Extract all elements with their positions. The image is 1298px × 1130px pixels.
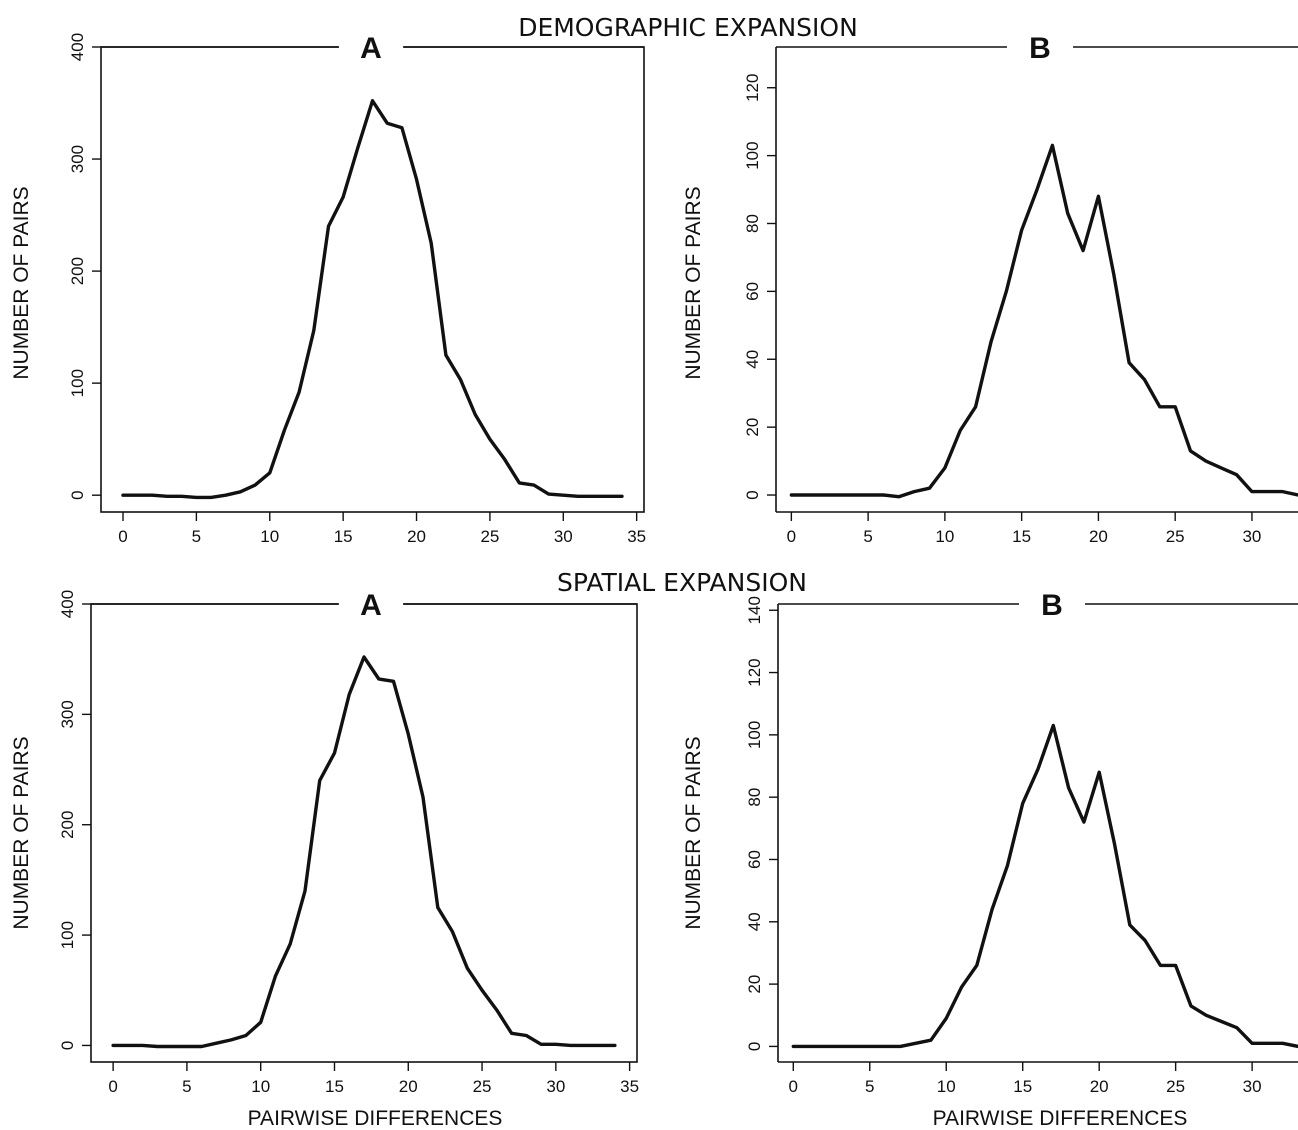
spatial-b-y-axis-title: NUMBER OF PAIRS xyxy=(682,736,705,929)
demographic-b-y-tick-label: 20 xyxy=(743,418,762,437)
spatial-b-x-tick-label: 5 xyxy=(865,1077,874,1096)
spatial-a-x-tick-label: 15 xyxy=(325,1077,344,1096)
spatial-a-x-tick-label: 35 xyxy=(620,1077,639,1096)
demographic-b-x-tick-label: 30 xyxy=(1242,527,1261,546)
demographic-b-y-axis-title: NUMBER OF PAIRS xyxy=(682,186,705,379)
demographic-b-y-tick-label: 0 xyxy=(743,490,762,499)
demographic-b-x-tick-label: 5 xyxy=(863,527,872,546)
demographic-a-y-tick-label: 100 xyxy=(68,369,87,397)
demographic-a-x-tick-label: 10 xyxy=(260,527,279,546)
demographic-b-x-tick-label: 10 xyxy=(935,527,954,546)
demographic-a-x-tick-label: 0 xyxy=(118,527,127,546)
spatial-b-x-tick-label: 10 xyxy=(937,1077,956,1096)
demographic-a-y-tick-label: 300 xyxy=(68,145,87,173)
demographic-a-y-tick-label: 0 xyxy=(68,490,87,499)
demographic-b-panel-label: B xyxy=(1029,32,1051,65)
spatial-a-x-tick-label: 20 xyxy=(399,1077,418,1096)
spatial-a-label-gap xyxy=(339,601,403,607)
spatial-a-y-tick-label: 0 xyxy=(58,1041,77,1050)
spatial-a-y-axis-title: NUMBER OF PAIRS xyxy=(10,736,33,929)
spatial-b-panel-label: B xyxy=(1041,589,1063,622)
panel-demographic-a: A 0 5 10 15 20 25 30 35 0 100 200 300 400 NUMBER OF PA… xyxy=(10,32,646,546)
panel-spatial-b: B 0 5 10 15 20 25 30 0 20 40 60 80 100 120 140 NUMBER OF… xyxy=(682,589,1298,1130)
demographic-a-y-tick-label: 200 xyxy=(68,257,87,285)
spatial-a-y-tick-label: 100 xyxy=(58,921,77,949)
demographic-b-x-tick-label: 15 xyxy=(1012,527,1031,546)
spatial-b-x-tick-label: 15 xyxy=(1013,1077,1032,1096)
demographic-b-y-tick-label: 80 xyxy=(743,214,762,233)
spatial-b-x-axis-title: PAIRWISE DIFFERENCES xyxy=(933,1107,1188,1130)
spatial-a-series-line xyxy=(111,655,617,1049)
demographic-b-y-tick-label: 120 xyxy=(743,74,762,102)
demographic-b-x-tick-label: 25 xyxy=(1166,527,1185,546)
spatial-b-x-tick-label: 25 xyxy=(1166,1077,1185,1096)
spatial-a-panel-label: A xyxy=(360,589,382,622)
spatial-b-y-tick-label: 120 xyxy=(745,658,764,686)
section-title-demographic: DEMOGRAPHIC EXPANSION xyxy=(518,13,858,42)
demographic-a-y-axis-title: NUMBER OF PAIRS xyxy=(10,186,33,379)
spatial-a-x-tick-label: 0 xyxy=(108,1077,117,1096)
demographic-b-y-tick-label: 60 xyxy=(743,282,762,301)
demographic-a-series-line xyxy=(121,99,624,500)
panel-demographic-b: B 0 5 10 15 20 25 30 0 20 40 60 80 100 120 NUMBER OF PA… xyxy=(682,32,1298,546)
demographic-b-y-tick-label: 100 xyxy=(743,141,762,169)
demographic-a-label-gap xyxy=(339,44,403,50)
demographic-a-x-tick-label: 35 xyxy=(627,527,646,546)
demographic-a-plot-frame xyxy=(100,46,645,513)
spatial-a-x-tick-label: 10 xyxy=(251,1077,270,1096)
spatial-a-y-tick-label: 400 xyxy=(58,590,77,618)
spatial-b-y-tick-label: 20 xyxy=(745,975,764,994)
panel-spatial-a: A 0 5 10 15 20 25 30 35 0 100 200 300 400 NUMBER OF PA… xyxy=(10,589,639,1130)
demographic-a-x-tick-label: 30 xyxy=(554,527,573,546)
demographic-b-x-tick-label: 20 xyxy=(1089,527,1108,546)
demographic-a-x-tick-label: 15 xyxy=(334,527,353,546)
demographic-a-x-tick-label: 25 xyxy=(480,527,499,546)
spatial-a-x-tick-label: 30 xyxy=(546,1077,565,1096)
spatial-a-y-tick-label: 300 xyxy=(58,700,77,728)
demographic-b-y-tick-label: 40 xyxy=(743,350,762,369)
spatial-a-x-axis-title: PAIRWISE DIFFERENCES xyxy=(248,1107,503,1130)
spatial-b-x-tick-label: 0 xyxy=(789,1077,798,1096)
spatial-b-y-tick-label: 40 xyxy=(745,912,764,931)
spatial-b-y-tick-label: 100 xyxy=(745,721,764,749)
demographic-b-x-tick-label: 0 xyxy=(787,527,796,546)
demographic-b-series-line xyxy=(789,143,1298,499)
demographic-a-panel-label: A xyxy=(360,32,382,65)
spatial-b-y-tick-label: 60 xyxy=(745,850,764,869)
spatial-b-x-tick-label: 20 xyxy=(1090,1077,1109,1096)
spatial-b-y-tick-label: 0 xyxy=(745,1042,764,1051)
spatial-a-y-tick-label: 200 xyxy=(58,811,77,839)
section-title-spatial: SPATIAL EXPANSION xyxy=(557,568,807,597)
demographic-a-x-tick-label: 20 xyxy=(407,527,426,546)
spatial-b-y-tick-label: 140 xyxy=(745,596,764,624)
spatial-a-x-tick-label: 25 xyxy=(473,1077,492,1096)
spatial-a-x-tick-label: 5 xyxy=(182,1077,191,1096)
spatial-a-plot-frame xyxy=(90,603,638,1063)
spatial-b-series-line xyxy=(791,723,1298,1049)
spatial-b-x-tick-label: 30 xyxy=(1243,1077,1262,1096)
spatial-b-y-tick-label: 80 xyxy=(745,788,764,807)
demographic-a-x-tick-label: 5 xyxy=(192,527,201,546)
demographic-a-y-tick-label: 400 xyxy=(68,33,87,61)
